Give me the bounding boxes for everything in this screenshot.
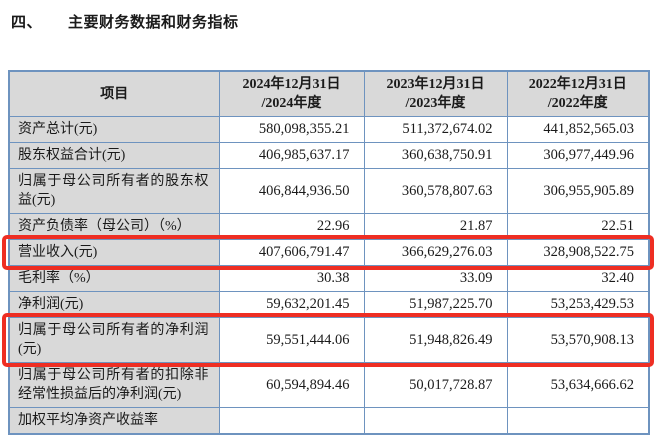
table-body: 资产总计(元) 580,098,355.21 511,372,674.02 441,8… [8,116,650,435]
row-value: 407,606,791.47 [218,239,365,266]
table-row: 营业收入(元) 407,606,791.47 366,629,276.03 328,9… [8,239,650,266]
row-label: 归属于母公司所有者的扣除非经常性损益后的净利润(元) [8,362,220,408]
table-row: 资产负债率（母公司）（%） 22.96 21.87 22.51 [8,213,650,240]
table-row: 归属于母公司所有者的扣除非经常性损益后的净利润(元) 60,594,894.46 5… [8,362,650,408]
row-value: 33.09 [363,265,508,292]
row-value: 53,570,908.13 [506,317,650,363]
header-line-date: 2022年12月31日 [528,77,627,92]
row-value: 59,632,201.45 [218,291,365,318]
column-header-period: 2023年12月31日/2023年度 [363,70,508,117]
table-row: 归属于母公司所有者的股东权益(元) 406,844,936.50 360,578,8… [8,168,650,214]
row-value [506,407,650,435]
header-line-date: 2023年12月31日 [386,77,485,92]
section-title: 四、 主要财务数据和财务指标 [11,11,239,32]
header-line-year: /2023年度 [405,96,466,111]
row-value: 60,594,894.46 [218,362,365,408]
section-number: 四、 [11,15,43,31]
row-value [363,407,508,435]
row-value: 360,578,807.63 [363,168,508,214]
row-label: 加权平均净资产收益率 [8,407,220,435]
row-value: 306,955,905.89 [506,168,650,214]
table-row: 净利润(元) 59,632,201.45 51,987,225.70 53,253,4… [8,291,650,318]
section-title-text: 主要财务数据和财务指标 [68,15,239,31]
row-value: 53,253,429.53 [506,291,650,318]
row-value: 30.38 [218,265,365,292]
header-line-year: /2022年度 [547,96,608,111]
financial-table-wrapper: 项目 2024年12月31日/2024年度 2023年12月31日/2023年度 20… [2,70,654,435]
table-row: 股东权益合计(元) 406,985,637.17 360,638,750.91 306… [8,142,650,169]
row-label: 净利润(元) [8,291,220,318]
row-value: 366,629,276.03 [363,239,508,266]
row-value: 306,977,449.96 [506,142,650,169]
row-value: 32.40 [506,265,650,292]
row-value: 51,948,826.49 [363,317,508,363]
table-row: 毛利率（%） 30.38 33.09 32.40 [8,265,650,292]
row-label: 毛利率（%） [8,265,220,292]
column-header-period: 2024年12月31日/2024年度 [218,70,365,117]
table-row-partial: 加权平均净资产收益率 [8,407,650,435]
row-value: 50,017,728.87 [363,362,508,408]
row-label: 营业收入(元) [8,239,220,266]
row-label: 股东权益合计(元) [8,142,220,169]
table-row: 资产总计(元) 580,098,355.21 511,372,674.02 441,8… [8,116,650,143]
row-label: 归属于母公司所有者的股东权益(元) [8,168,220,214]
row-value: 21.87 [363,213,508,240]
header-line-year: /2024年度 [261,96,322,111]
row-value: 406,844,936.50 [218,168,365,214]
table-row: 归属于母公司所有者的净利润(元) 59,551,444.06 51,948,826.… [8,317,650,363]
row-value: 51,987,225.70 [363,291,508,318]
row-value: 360,638,750.91 [363,142,508,169]
financial-indicators-table: 项目 2024年12月31日/2024年度 2023年12月31日/2023年度 20… [8,70,650,435]
row-value: 328,908,522.75 [506,239,650,266]
row-value: 59,551,444.06 [218,317,365,363]
row-value: 22.96 [218,213,365,240]
column-header-item: 项目 [8,70,220,117]
row-value: 22.51 [506,213,650,240]
header-line-date: 2024年12月31日 [242,77,341,92]
row-value: 53,634,666.62 [506,362,650,408]
row-label: 资产负债率（母公司）（%） [8,213,220,240]
row-label: 资产总计(元) [8,116,220,143]
row-value [218,407,365,435]
table-header-row: 项目 2024年12月31日/2024年度 2023年12月31日/2023年度 20… [8,70,650,117]
row-value: 406,985,637.17 [218,142,365,169]
row-label: 归属于母公司所有者的净利润(元) [8,317,220,363]
row-value: 441,852,565.03 [506,116,650,143]
row-value: 580,098,355.21 [218,116,365,143]
column-header-period: 2022年12月31日/2022年度 [506,70,650,117]
row-value: 511,372,674.02 [363,116,508,143]
